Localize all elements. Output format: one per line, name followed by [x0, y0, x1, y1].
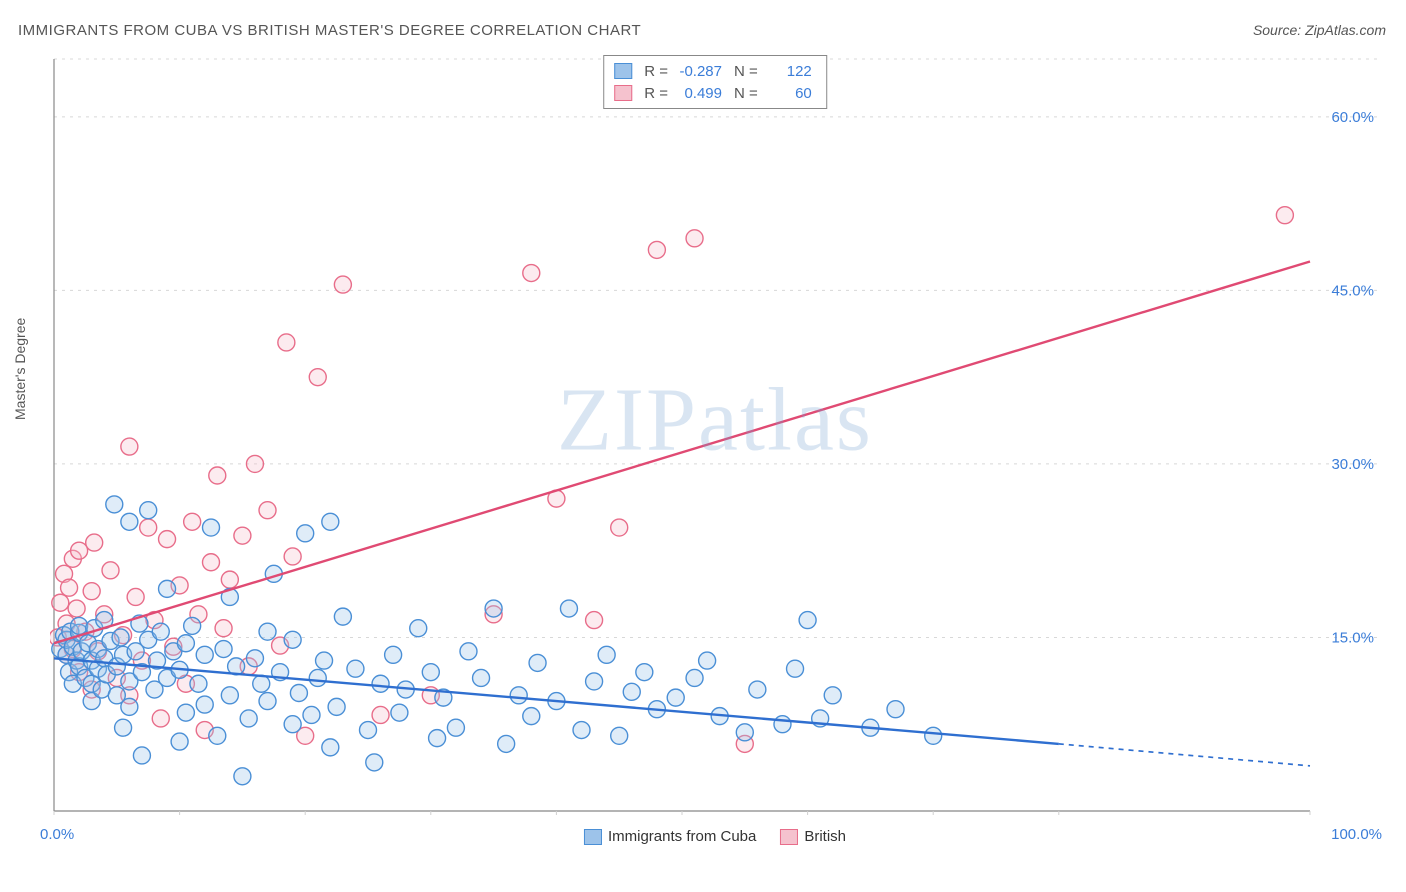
x-axis-max-label: 100.0% [1331, 826, 1382, 843]
source-name: ZipAtlas.com [1305, 22, 1386, 38]
legend-row-british: R =0.499 N =60 [614, 82, 812, 104]
svg-text:15.0%: 15.0% [1331, 629, 1374, 646]
r-label: R =0.499 [644, 85, 722, 102]
chart-area: ZIPatlas 15.0%30.0%45.0%60.0% R =-0.287 … [50, 55, 1380, 815]
legend-label-british: British [804, 828, 846, 845]
legend-item-british: British [780, 828, 846, 845]
source-prefix: Source: [1253, 22, 1305, 38]
n-label: N =60 [734, 85, 812, 102]
n-value-british: 60 [762, 85, 812, 102]
r-value-cuba: -0.287 [672, 63, 722, 80]
legend-row-cuba: R =-0.287 N =122 [614, 60, 812, 82]
r-value-british: 0.499 [672, 85, 722, 102]
svg-text:45.0%: 45.0% [1331, 282, 1374, 299]
svg-text:60.0%: 60.0% [1331, 109, 1374, 126]
swatch-british-bottom [780, 829, 798, 845]
y-axis-label: Master's Degree [12, 318, 28, 420]
x-axis-min-label: 0.0% [40, 826, 74, 843]
swatch-cuba [614, 63, 632, 79]
svg-text:30.0%: 30.0% [1331, 456, 1374, 473]
scatter-plot: 15.0% 30.0% 45.0% 60.0% [50, 55, 1380, 815]
swatch-cuba-bottom [584, 829, 602, 845]
legend-correlation: R =-0.287 N =122 R =0.499 N =60 [603, 55, 827, 109]
chart-title: IMMIGRANTS FROM CUBA VS BRITISH MASTER'S… [18, 22, 641, 39]
source-attribution: Source: ZipAtlas.com [1253, 22, 1386, 38]
legend-label-cuba: Immigrants from Cuba [608, 828, 756, 845]
legend-series: Immigrants from Cuba British [584, 828, 846, 845]
swatch-british [614, 85, 632, 101]
legend-item-cuba: Immigrants from Cuba [584, 828, 756, 845]
n-label: N =122 [734, 63, 812, 80]
r-label: R =-0.287 [644, 63, 722, 80]
n-value-cuba: 122 [762, 63, 812, 80]
